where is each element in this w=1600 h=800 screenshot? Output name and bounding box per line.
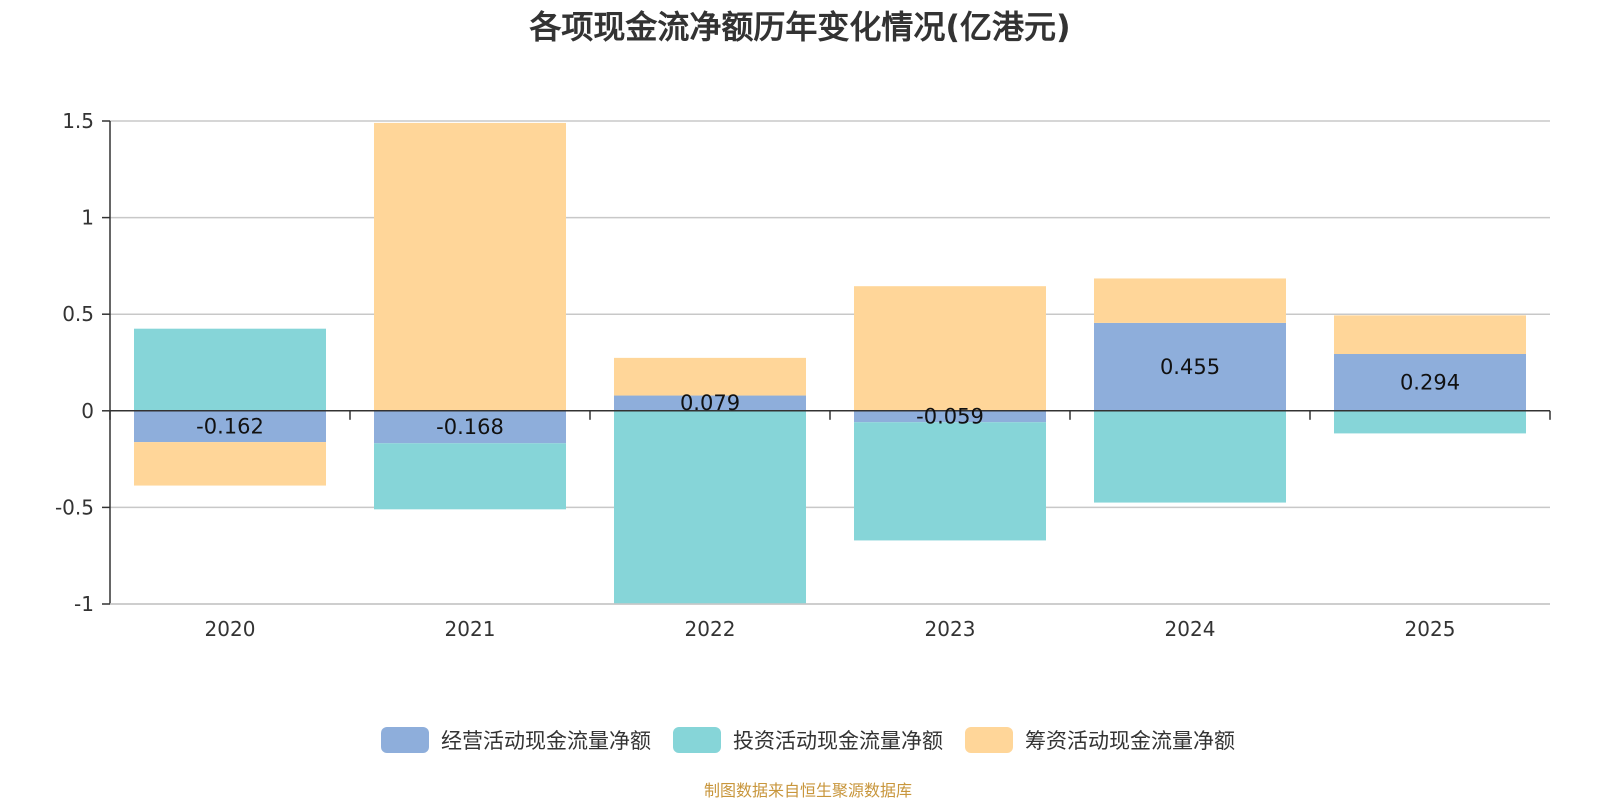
bar-2024-series-0 [1094,322,1286,411]
label-layer: -0.162 -0.168 0.079 -0.059 0.455 0.294 [196,355,1460,439]
bar-layer [134,122,1526,604]
bar-2022-series-2 [614,357,806,396]
bar-2025-series-2 [1334,315,1526,354]
legend-swatch-2 [965,727,1013,753]
legend-label-2: 筹资活动现金流量净额 [1025,729,1235,753]
y-tick-label-5: -1 [74,592,94,616]
bar-2024-series-1 [1094,410,1286,503]
bar-2020-series-0 [134,410,326,443]
data-label-2021: -0.168 [436,415,504,439]
legend-swatch-0 [381,727,429,753]
x-tick-label-2023: 2023 [925,617,976,641]
data-label-2020: -0.162 [196,414,264,438]
x-tick-label-2020: 2020 [205,617,256,641]
data-label-2025: 0.294 [1400,370,1460,394]
x-tick-label-2024: 2024 [1165,617,1216,641]
bar-2025-series-1 [1334,410,1526,434]
legend-label-1: 投资活动现金流量净额 [733,729,943,753]
bar-2024-series-2 [1094,278,1286,323]
bar-2025-series-0 [1334,353,1526,411]
bar-2022-series-1 [614,410,806,604]
x-tick-label-2021: 2021 [445,617,496,641]
data-label-2022: 0.079 [680,391,740,415]
bar-2023-series-0 [854,410,1046,423]
chart-title: 各项现金流净额历年变化情况(亿港元) [529,8,1070,46]
data-label-2024: 0.455 [1160,355,1220,379]
y-tick-label-1: 1 [81,206,94,230]
y-tick-label-2: 0.5 [62,302,94,326]
bar-2021-series-0 [374,410,566,444]
x-tick-label-2022: 2022 [685,617,736,641]
bar-2020-series-2 [134,442,326,486]
bar-2023-series-1 [854,422,1046,541]
source-note: 制图数据来自恒生聚源数据库 [704,781,912,800]
y-tick-label-0: 1.5 [62,109,94,133]
legend-label-0: 经营活动现金流量净额 [441,729,651,753]
axis-layer: 1.5 1 0.5 0 -0.5 -1 2020 2021 2022 2023 2024 2025 [55,109,1551,641]
bar-2021-series-2 [374,122,566,411]
bar-2021-series-1 [374,443,566,510]
y-tick-label-3: 0 [81,399,94,423]
data-label-2023: -0.059 [916,404,984,428]
y-tick-label-4: -0.5 [55,495,94,519]
bar-2023-series-2 [854,286,1046,411]
legend-swatch-1 [673,727,721,753]
legend: 经营活动现金流量净额 投资活动现金流量净额 筹资活动现金流量净额 [381,727,1235,753]
x-tick-label-2025: 2025 [1405,617,1456,641]
bar-2022-series-0 [614,395,806,411]
bar-2020-series-1 [134,328,326,411]
